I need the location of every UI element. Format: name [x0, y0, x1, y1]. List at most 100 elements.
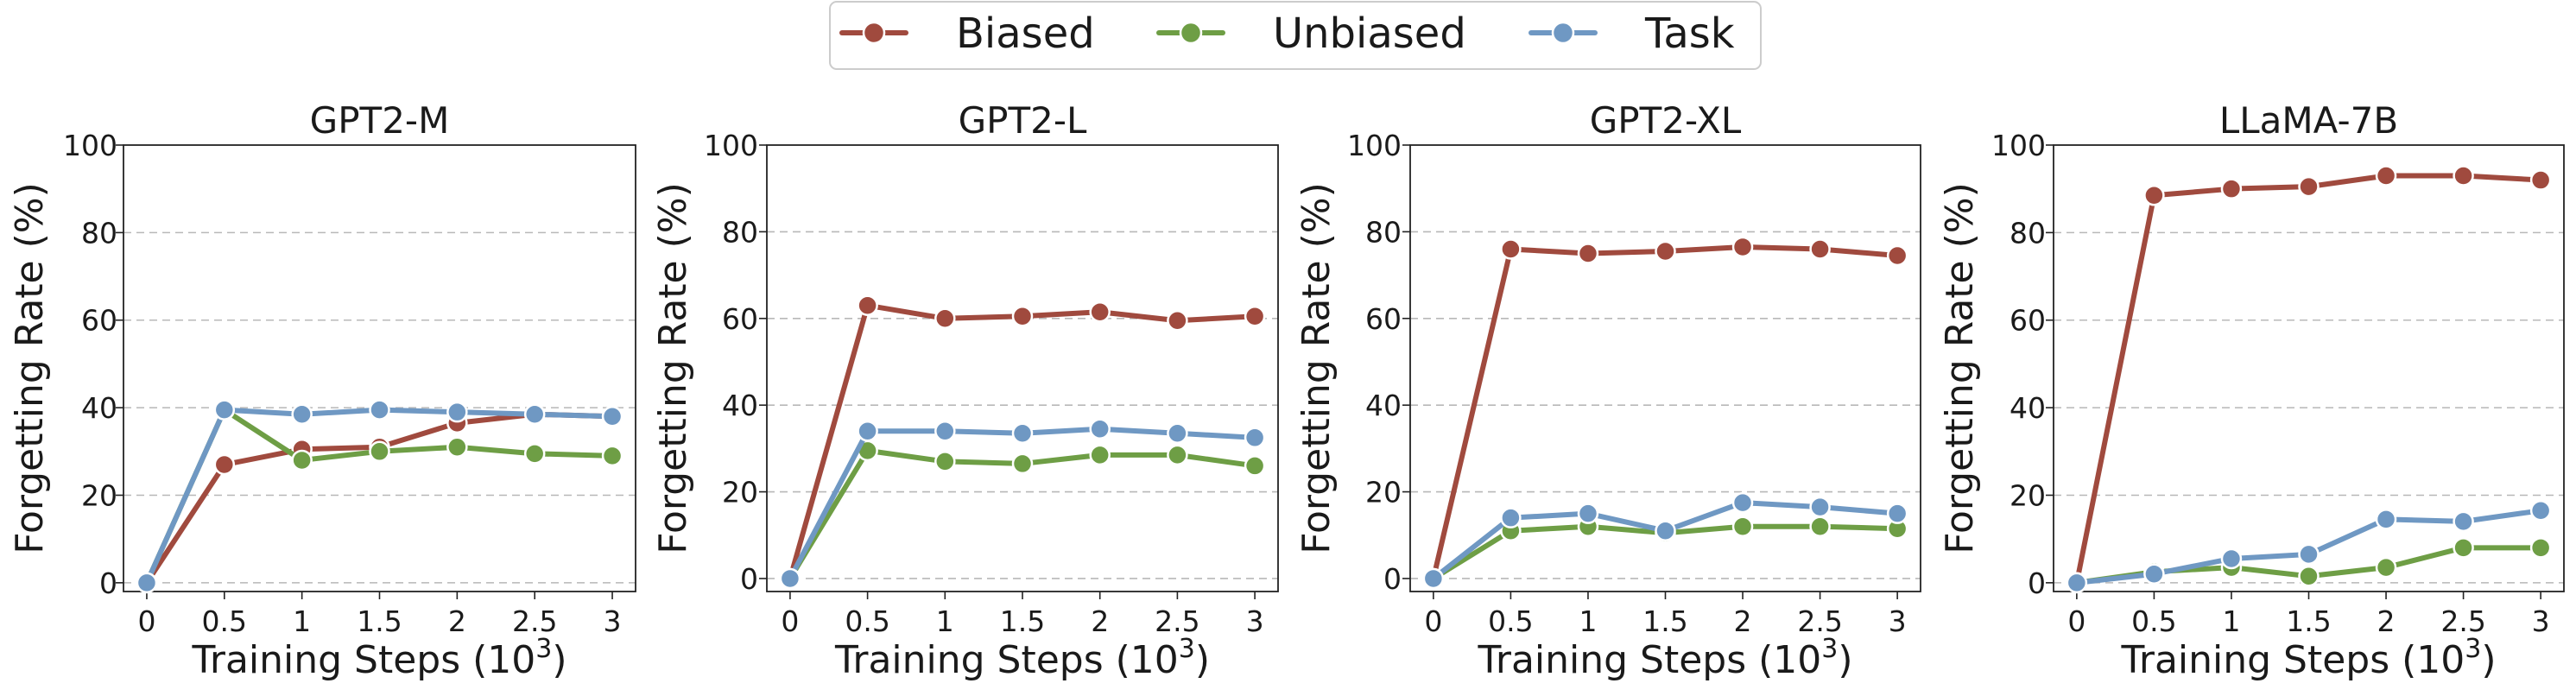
- y-tick-label: 100: [704, 129, 758, 162]
- x-tick-label: 3: [1889, 604, 1907, 638]
- data-point-task: [934, 421, 956, 442]
- legend-entry-biased: Biased: [839, 9, 1095, 58]
- y-tick-label: 20: [2010, 478, 2046, 512]
- y-axis-label: Forgetting Rate (%): [1938, 182, 1982, 554]
- x-axis-label-exponent: 3: [1821, 634, 1838, 664]
- x-tick-label: 0: [1424, 604, 1442, 638]
- x-tick-label: 1: [2222, 604, 2240, 638]
- series-biased: [1422, 236, 1908, 590]
- y-tick-label: 0: [740, 562, 758, 596]
- data-point-biased: [934, 307, 956, 330]
- data-point-task: [2453, 510, 2474, 533]
- data-point-unbiased: [2453, 537, 2474, 559]
- legend-frame: [829, 1, 1762, 70]
- y-tick-label: 100: [1991, 129, 2046, 162]
- x-tick-label: 2: [448, 604, 466, 638]
- panel-title: LLaMA-7B: [2219, 99, 2398, 142]
- x-tick-label: 2: [1734, 604, 1752, 638]
- data-point-biased: [1011, 306, 1034, 327]
- series-biased: [136, 403, 623, 594]
- series-task: [2066, 499, 2552, 594]
- y-tick-label: 80: [2010, 216, 2046, 250]
- data-point-task: [2220, 547, 2243, 570]
- x-tick-label: 1: [293, 604, 311, 638]
- x-tick-label: 0: [137, 604, 155, 638]
- y-tick-label: 20: [722, 476, 758, 509]
- x-axis-label-main: Training Steps (10: [1477, 638, 1821, 682]
- data-point-biased: [1886, 244, 1908, 267]
- y-tick-label: 80: [1365, 215, 1402, 249]
- x-tick-label: 1: [1579, 604, 1597, 638]
- x-axis-label-close: ): [552, 638, 566, 682]
- x-tick-label: 1.5: [1000, 604, 1045, 638]
- data-point-unbiased: [2375, 556, 2397, 579]
- plot-frame: [2053, 144, 2565, 592]
- data-point-task: [857, 421, 878, 442]
- y-tick-label: 80: [81, 216, 117, 250]
- data-point-task: [523, 403, 546, 425]
- y-tick-label: 0: [99, 566, 117, 600]
- panel-title: GPT2-L: [959, 99, 1087, 142]
- y-tick-label: 100: [63, 129, 117, 162]
- series-unbiased: [136, 399, 623, 594]
- x-tick-label: 2.5: [2440, 604, 2485, 638]
- y-tick-label: 60: [722, 302, 758, 336]
- x-tick-label: 3: [604, 604, 622, 638]
- legend-entry-unbiased: Unbiased: [1156, 9, 1466, 58]
- x-tick-label: 1: [936, 604, 954, 638]
- x-tick-label: 1.5: [1642, 604, 1687, 638]
- plot-frame: [766, 144, 1279, 592]
- data-point-unbiased: [1011, 452, 1034, 475]
- data-point-task: [1422, 567, 1445, 590]
- data-point-unbiased: [2529, 537, 2552, 559]
- legend-entry-task: Task: [1529, 9, 1735, 58]
- x-axis-label-close: ): [1838, 638, 1852, 682]
- data-point-task: [213, 399, 236, 421]
- series-unbiased: [779, 440, 1266, 590]
- data-point-task: [1731, 491, 1754, 514]
- data-point-unbiased: [369, 440, 390, 463]
- series-biased: [2066, 165, 2552, 594]
- data-point-biased: [2143, 185, 2165, 206]
- y-axis-label: Forgetting Rate (%): [8, 182, 52, 554]
- data-point-unbiased: [1167, 444, 1188, 466]
- y-tick-label: 20: [81, 478, 117, 512]
- x-tick-label: 0.5: [1488, 604, 1533, 638]
- data-point-biased: [1500, 238, 1522, 260]
- y-tick-label: 40: [722, 389, 758, 422]
- x-tick-label: 2: [1091, 604, 1109, 638]
- data-point-task: [2143, 563, 2165, 585]
- data-point-unbiased: [2298, 566, 2320, 587]
- data-point-biased: [1731, 236, 1754, 258]
- x-axis-label: Training Steps (103): [1477, 634, 1852, 682]
- legend-marker-task: [1551, 21, 1575, 45]
- x-axis-label-close: ): [2481, 638, 2496, 682]
- x-axis-label-exponent: 3: [1179, 634, 1195, 664]
- y-axis-label: Forgetting Rate (%): [1294, 182, 1339, 554]
- data-point-biased: [2298, 175, 2320, 198]
- series-task: [136, 399, 623, 594]
- data-point-biased: [2529, 169, 2552, 191]
- legend-marker-unbiased: [1179, 21, 1203, 45]
- x-axis-label: Training Steps (103): [834, 634, 1210, 682]
- data-point-unbiased: [1244, 455, 1266, 477]
- y-tick-label: 20: [1365, 476, 1402, 509]
- x-tick-label: 2.5: [1797, 604, 1842, 638]
- data-point-task: [446, 401, 468, 423]
- y-tick-label: 60: [81, 304, 117, 338]
- x-axis-label-main: Training Steps (10: [2120, 638, 2465, 682]
- data-point-unbiased: [934, 451, 956, 472]
- data-point-biased: [1167, 310, 1188, 332]
- x-tick-label: 0: [2067, 604, 2085, 638]
- y-tick-label: 80: [722, 215, 758, 249]
- y-tick-label: 40: [2010, 391, 2046, 425]
- panel-title: GPT2-M: [310, 99, 450, 142]
- data-point-biased: [1244, 306, 1266, 327]
- data-point-unbiased: [446, 436, 468, 458]
- x-tick-label: 2.5: [512, 604, 557, 638]
